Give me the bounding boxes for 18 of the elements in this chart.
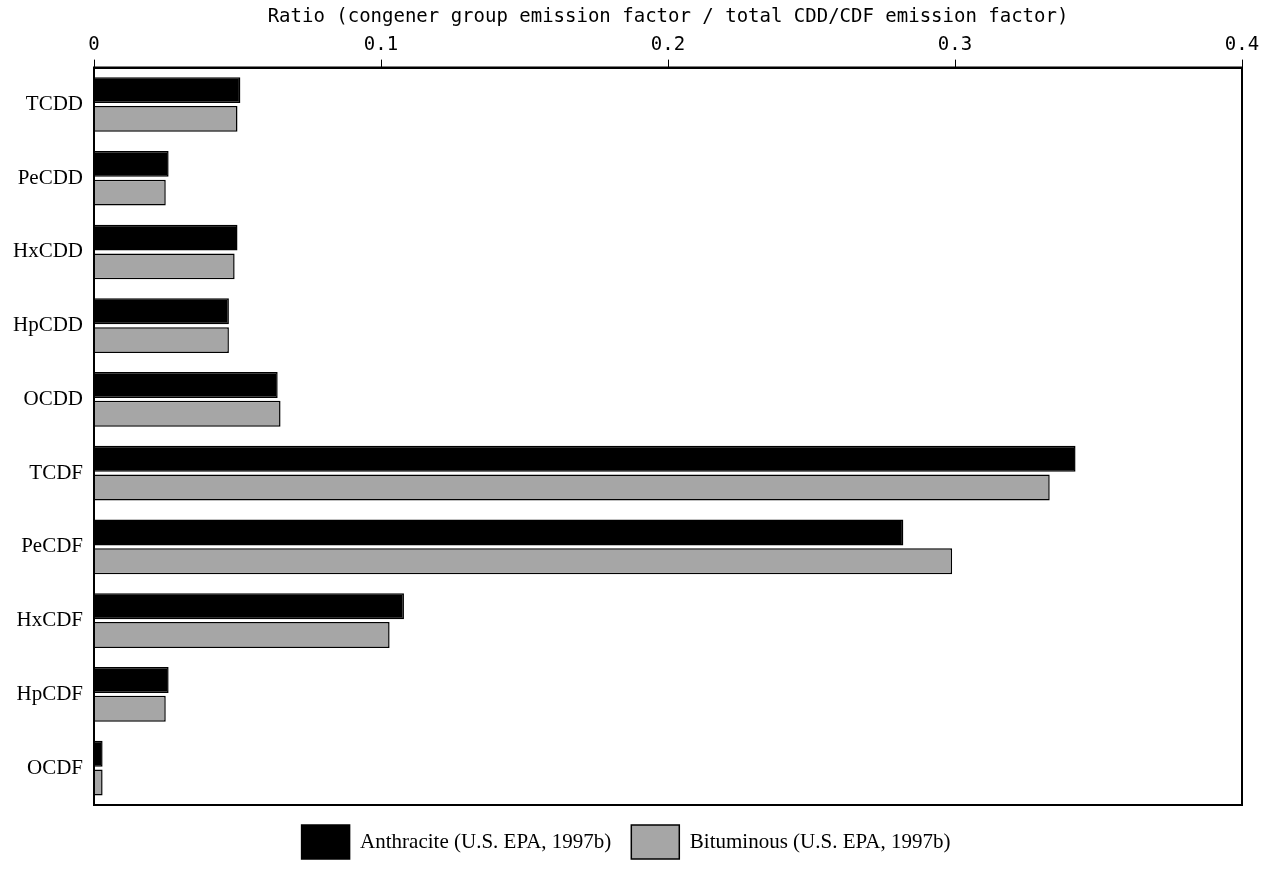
y-tick-label: HxCDD [12,238,83,263]
y-tick-label: TCDD [25,90,83,115]
x-tick-label: 0.4 [1224,32,1260,55]
x-axis-title: Ratio (congener group emission factor / total CDD/CDF emission factor) [267,4,1069,27]
y-tick-label: OCDF [26,754,83,779]
x-tick-label: 0.3 [937,32,973,55]
x-tick-label: 0.1 [363,32,399,55]
y-tick-label: PeCDD [17,164,83,189]
x-tick-label: 0.2 [650,32,686,55]
x-tick-label: 0 [88,32,100,55]
y-tick-label: HpCDF [16,680,83,705]
legend-label: Anthracite (U.S. EPA, 1997b) [360,828,612,853]
y-tick-label: TCDF [29,459,83,484]
legend-label: Bituminous (U.S. EPA, 1997b) [689,828,951,853]
y-tick-label: PeCDF [21,533,83,558]
y-tick-label: OCDD [23,385,83,410]
y-tick-label: HpCDD [12,312,83,337]
y-tick-label: HxCDF [16,607,83,632]
